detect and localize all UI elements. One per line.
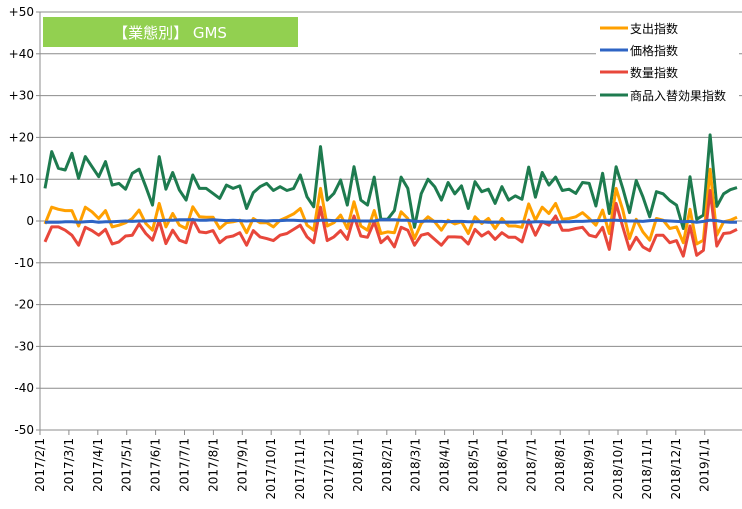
y-tick-label: +10 — [9, 172, 34, 186]
y-tick-label: -50 — [14, 423, 34, 437]
y-axis: +50 +40 +30 +20 +10 0 -10 -20 -30 -40 -50 — [9, 5, 41, 437]
x-tick-label: 2017/11/1 — [293, 438, 307, 500]
x-tick-label: 2018/1/1 — [351, 438, 365, 492]
x-tick-label: 2017/5/1 — [120, 438, 134, 492]
x-tick-label: 2018/7/1 — [524, 438, 538, 492]
x-tick-label: 2017/7/1 — [178, 438, 192, 492]
y-tick-label: 0 — [26, 214, 34, 228]
series-line-3 — [43, 133, 738, 230]
chart-title: 【業態別】 GMS — [113, 24, 227, 42]
chart-title-box: 【業態別】 GMS — [43, 17, 298, 47]
x-tick-label: 2018/10/1 — [611, 438, 625, 500]
y-tick-label: +20 — [9, 130, 34, 144]
legend-background — [596, 16, 739, 106]
x-tick-label: 2018/3/1 — [409, 438, 423, 492]
x-tick-label: 2018/8/1 — [553, 438, 567, 492]
x-tick-label: 2017/2/1 — [33, 438, 47, 492]
y-tick-label: +40 — [9, 47, 34, 61]
x-tick-label: 2017/6/1 — [149, 438, 163, 492]
x-tick-label: 2018/2/1 — [380, 438, 394, 492]
legend-item: 数量指数 — [600, 65, 678, 80]
y-tick-label: -10 — [14, 256, 34, 270]
legend-label: 商品入替効果指数 — [630, 88, 726, 103]
y-tick-label: +50 — [9, 5, 34, 19]
x-tick-label: 2018/12/1 — [669, 438, 683, 500]
x-tick-label: 2017/10/1 — [264, 438, 278, 500]
y-tick-label: +30 — [9, 89, 34, 103]
x-tick-label: 2018/6/1 — [495, 438, 509, 492]
legend-item: 支出指数 — [600, 21, 678, 36]
y-tick-label: -30 — [14, 339, 34, 353]
x-tick-label: 2019/1/1 — [698, 438, 712, 492]
series-line-2 — [43, 189, 738, 258]
x-tick-label: 2017/9/1 — [235, 438, 249, 492]
x-tick-label: 2018/9/1 — [582, 438, 596, 492]
x-tick-label: 2017/4/1 — [91, 438, 105, 492]
series-line-1 — [45, 218, 737, 224]
series-lines — [43, 133, 738, 258]
y-tick-label: -20 — [14, 298, 34, 312]
x-axis: 2017/2/1 2017/3/1 2017/4/1 2017/5/1 2017/6/1… — [33, 430, 712, 500]
series-line-0 — [43, 167, 738, 246]
legend-item: 商品入替効果指数 — [600, 88, 726, 103]
legend-label: 数量指数 — [630, 65, 678, 80]
x-tick-label: 2017/8/1 — [206, 438, 220, 492]
x-tick-label: 2018/4/1 — [438, 438, 452, 492]
title-background — [43, 17, 298, 47]
x-tick-label: 2017/12/1 — [322, 438, 336, 500]
x-tick-label: 2018/5/1 — [467, 438, 481, 492]
legend-label: 支出指数 — [630, 21, 678, 36]
x-tick-label: 2018/11/1 — [640, 438, 654, 500]
legend-item: 価格指数 — [600, 43, 678, 58]
x-tick-label: 2017/3/1 — [62, 438, 76, 492]
legend-label: 価格指数 — [630, 43, 678, 58]
y-tick-label: -40 — [14, 381, 34, 395]
